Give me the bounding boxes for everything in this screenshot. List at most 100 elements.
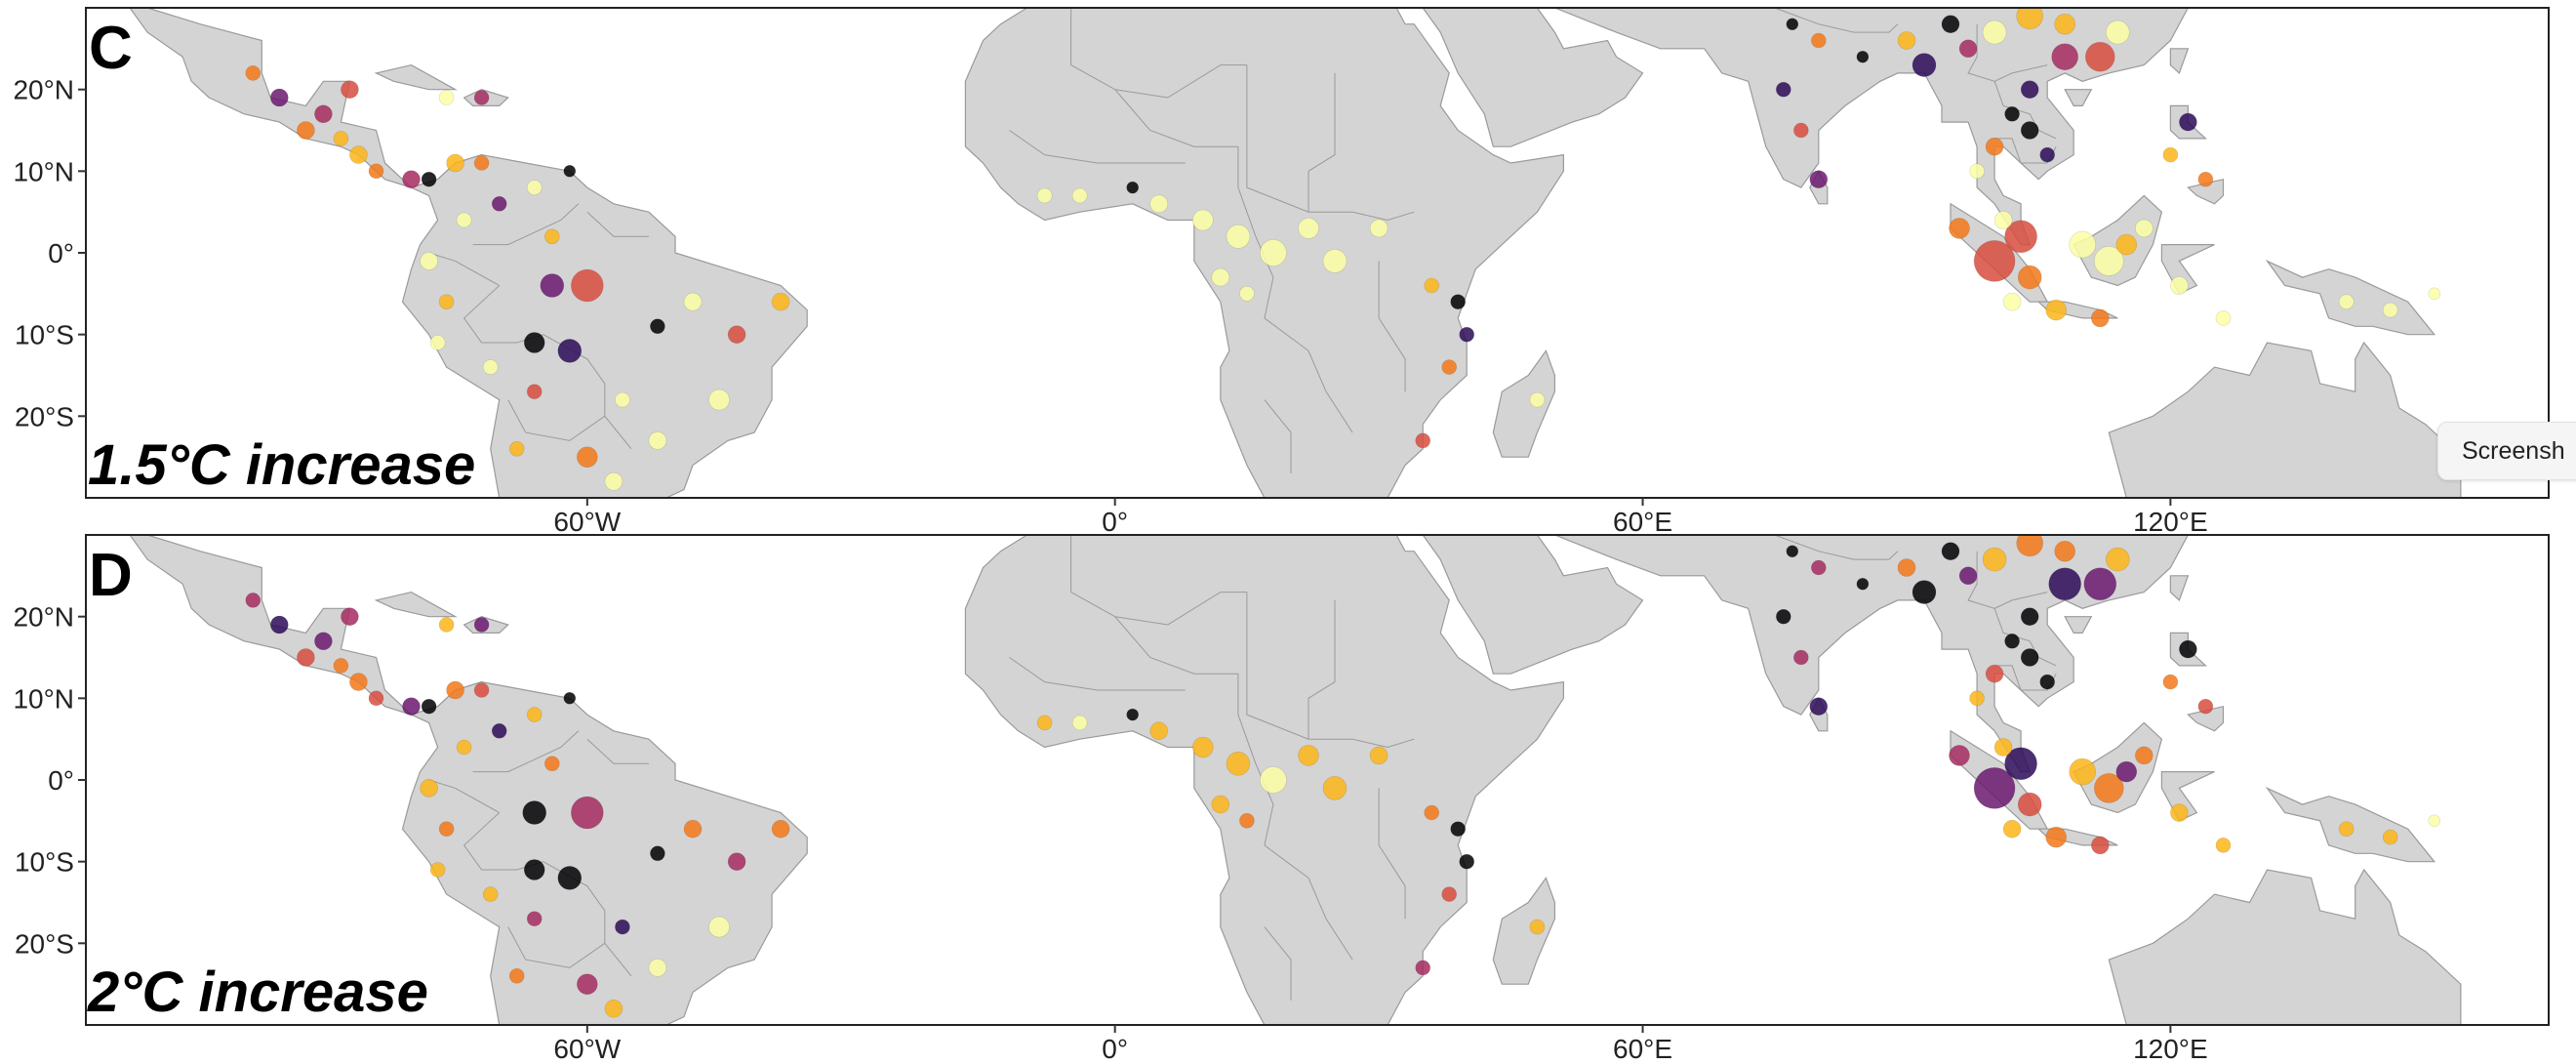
site-point — [368, 163, 384, 180]
site-point — [2054, 13, 2075, 35]
site-point — [708, 389, 730, 411]
country-border — [1114, 89, 1238, 147]
site-point — [1126, 181, 1139, 194]
site-point — [1441, 359, 1457, 375]
site-point — [349, 145, 368, 164]
site-point — [2135, 219, 2153, 238]
hainan-island — [2064, 89, 2093, 107]
site-point — [1811, 559, 1827, 576]
site-point — [269, 88, 289, 107]
site-point — [1459, 853, 1474, 870]
site-point — [2004, 220, 2037, 254]
country-border — [1308, 599, 1336, 740]
site-point — [245, 593, 262, 608]
country-border — [586, 738, 649, 764]
lon-tick-label: 0° — [1102, 1034, 1128, 1064]
site-point — [368, 690, 384, 707]
lon-tick-label: 120°E — [2133, 1034, 2208, 1064]
site-point — [1239, 285, 1255, 302]
site-point — [648, 431, 667, 450]
site-point — [708, 916, 730, 938]
site-point — [2017, 265, 2042, 290]
country-border — [1009, 130, 1186, 164]
site-point — [2016, 535, 2043, 557]
site-point — [526, 707, 543, 722]
lat-tick-label: 20°N — [13, 75, 74, 105]
site-point — [570, 268, 604, 303]
site-point — [349, 673, 368, 691]
country-border — [1967, 23, 2048, 82]
site-point — [727, 325, 746, 345]
country-border — [1774, 8, 1899, 33]
site-point — [1985, 664, 2004, 683]
site-point — [1941, 542, 1960, 561]
site-point — [2135, 746, 2153, 765]
lat-tick-label: 10°S — [15, 320, 74, 350]
lat-tick-label: 10°N — [13, 156, 74, 186]
site-point — [1322, 776, 1348, 800]
site-point — [2215, 310, 2232, 326]
site-point — [2039, 146, 2055, 163]
country-border — [1378, 788, 1406, 920]
screenshot-tooltip-chip[interactable]: Screensh — [2437, 422, 2576, 480]
site-point — [2382, 829, 2398, 845]
site-point — [1856, 577, 1870, 591]
site-point — [1369, 746, 1389, 765]
site-point — [429, 862, 446, 878]
site-point — [1969, 163, 1985, 180]
site-point — [2162, 146, 2179, 163]
site-point — [1958, 566, 1978, 586]
country-border — [1070, 8, 1247, 99]
taiwan-island — [2169, 575, 2190, 601]
site-point — [1239, 812, 1255, 829]
tooltip-text: Screensh — [2462, 437, 2565, 465]
site-point — [650, 318, 665, 335]
australia-landmass — [2108, 868, 2462, 1025]
lat-tick-label: 10°S — [15, 847, 74, 878]
site-point — [1912, 53, 1937, 77]
site-point — [1192, 209, 1214, 231]
site-point — [402, 697, 421, 716]
site-point — [540, 273, 565, 298]
site-point — [1149, 721, 1168, 741]
country-border — [1993, 608, 2057, 667]
site-point — [557, 866, 583, 890]
site-point — [2045, 299, 2067, 321]
site-point — [473, 682, 490, 698]
site-point — [2115, 760, 2138, 783]
site-point — [2382, 302, 2398, 318]
country-border — [1264, 399, 1292, 473]
site-point — [2338, 294, 2355, 310]
site-point — [1036, 715, 1053, 731]
site-point — [438, 90, 455, 105]
country-border — [1237, 674, 1353, 961]
country-border — [1774, 535, 1899, 560]
site-point — [648, 959, 667, 977]
site-point — [570, 796, 604, 830]
site-point — [438, 294, 455, 310]
site-point — [1149, 194, 1168, 214]
site-point — [438, 617, 455, 633]
lat-tick-label: 20°S — [15, 401, 74, 431]
cuba-island — [374, 591, 458, 618]
map-panel-c: 20°N 10°N 0° 10°S 20°S 60°W 0° 60°E 120°E C 1.5°C … — [13, 7, 2550, 537]
site-point — [1973, 767, 2016, 809]
site-point — [1811, 32, 1827, 49]
site-point — [2020, 121, 2039, 140]
site-point — [2051, 43, 2078, 71]
country-border — [472, 203, 580, 246]
site-point — [314, 632, 333, 651]
site-point — [1897, 558, 1916, 577]
site-point — [2002, 819, 2022, 839]
map-panel-d: 20°N 10°N 0° 10°S 20°S 60°W 0° 60°E 120°E D 2°C in… — [13, 534, 2550, 1064]
site-point — [2020, 80, 2039, 99]
site-point — [508, 967, 525, 984]
panel-label: C — [89, 15, 133, 82]
south-america-landmass — [401, 680, 808, 1025]
lat-tick-label: 20°N — [13, 602, 74, 633]
site-point — [1793, 649, 1809, 666]
site-point — [1949, 745, 1970, 766]
lon-tick-label: 120°E — [2133, 507, 2208, 537]
site-point — [1786, 545, 1799, 558]
